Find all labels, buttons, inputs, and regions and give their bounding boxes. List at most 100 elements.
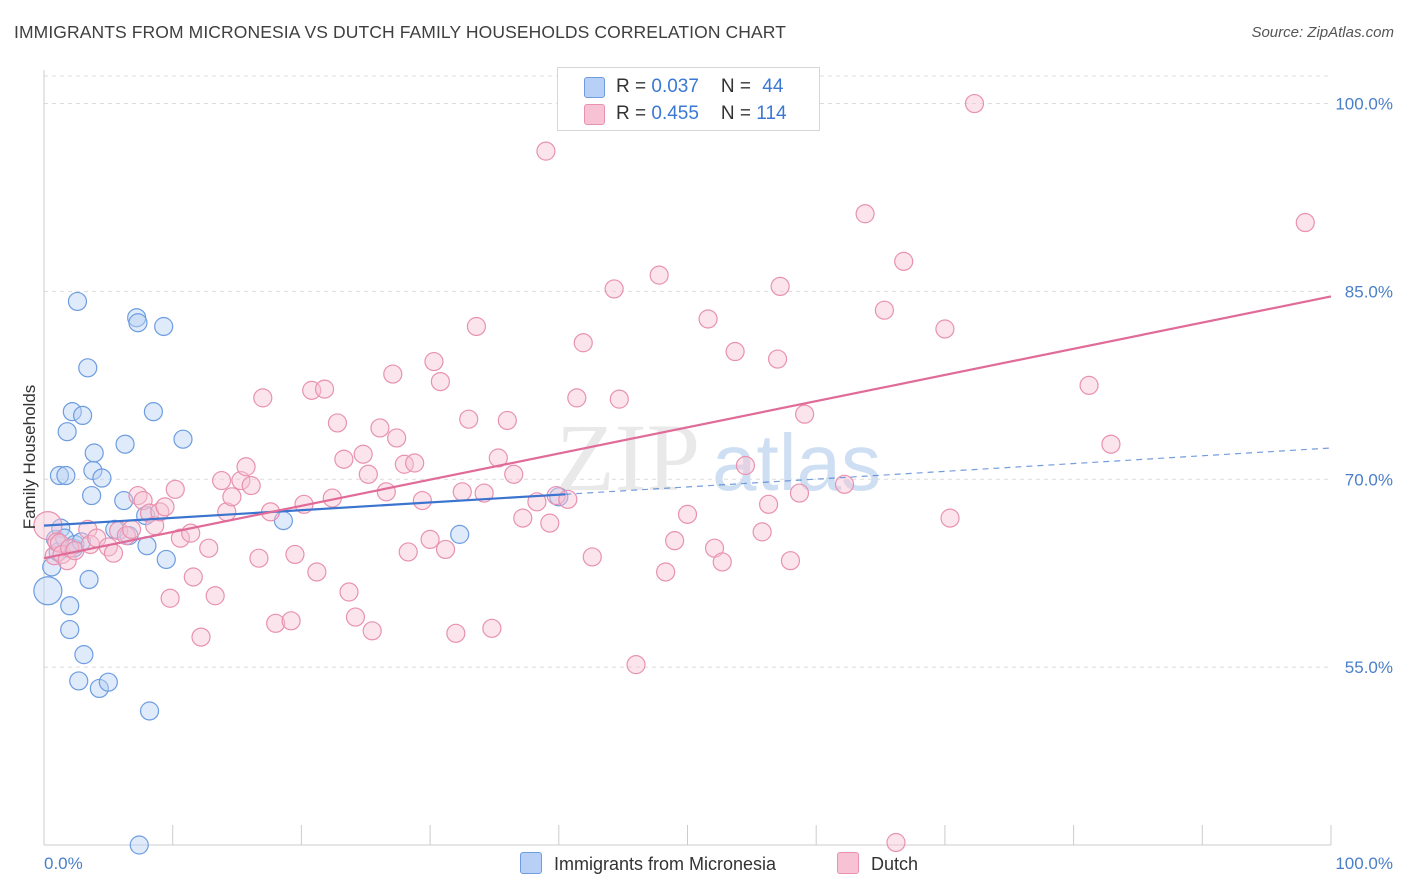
dutch-point [540,513,560,533]
dutch-point [412,490,432,511]
dutch-point [387,428,407,448]
legend-label-dutch: Dutch [871,854,919,874]
dutch-point [497,410,517,431]
dutch-point [353,444,373,464]
dutch-point [327,413,348,433]
stats-legend: R = 0.037 N = 44 R = 0.455 N = 114 [557,67,820,131]
dutch-point [609,389,629,409]
dutch-point [725,341,745,362]
micronesia-point [73,405,93,426]
micronesia-point [56,465,76,486]
micronesia-point [74,645,94,665]
dutch-point [513,508,533,528]
r-value: 0.455 [651,103,699,124]
micronesia-point [98,672,118,692]
dutch-point [656,562,676,582]
watermark-atlas: atlas [712,418,881,507]
micronesia-point [128,313,148,333]
micronesia-point [62,402,82,422]
dutch-point [253,388,273,408]
micronesia-trend-extension [565,447,1332,495]
dutch-point [376,482,396,502]
micronesia-point [57,422,77,442]
dutch-point [420,529,440,550]
dutch-point [567,388,587,408]
dutch-point [886,832,906,853]
micronesia-point [114,490,134,511]
y-tick-label: 100.0% [1335,95,1393,114]
dutch-point [466,316,487,337]
micronesia-point [79,569,99,590]
dutch-point [405,453,425,473]
micronesia-point [33,576,63,606]
dutch-point [307,562,327,582]
dutch-point [855,204,875,224]
dutch-point [236,457,256,477]
dutch-point [57,551,77,571]
dutch-point [474,483,494,503]
dutch-point [183,567,203,587]
dutch-point [780,551,801,571]
dutch-point [285,544,305,565]
dutch-point [665,531,685,551]
n-label: N = [720,103,757,124]
swatch-micronesia [584,77,605,98]
dutch-point [165,479,185,499]
dutch-point [767,349,788,369]
micronesia-point [69,671,89,691]
series-legend: Immigrants from Micronesia Dutch [0,852,1406,878]
trend-lines [43,295,1332,560]
dutch-point [698,309,718,329]
y-axis-label: Family Households [20,385,39,530]
dutch-point [536,141,556,161]
dutch-point [834,474,855,494]
x-axis-ticks [43,825,1332,845]
micronesia-point [67,291,88,312]
dutch-point [795,404,815,424]
dutch-trend-line [43,295,1332,560]
dutch-point [1295,212,1315,233]
dutch-point [281,611,301,631]
dutch-point [940,508,960,528]
dutch-point [1101,434,1121,454]
micronesia-point [450,524,470,544]
micronesia-point [156,549,176,570]
dutch-point [345,607,366,627]
micronesia-point [78,358,98,378]
data-points [33,93,1315,855]
dutch-point [964,93,985,114]
dutch-point [504,464,524,484]
dutch-point [241,475,261,496]
dutch-point [155,497,175,517]
micronesia-point [129,835,149,855]
n-value: 44 [762,76,784,97]
legend-item-micronesia[interactable]: Immigrants from Micronesia [520,852,776,876]
dutch-point [314,379,335,399]
micronesia-point [84,443,104,463]
swatch-dutch [584,104,605,125]
x-tick-label-max: 100.0% [1335,854,1393,873]
dutch-point [894,251,914,271]
chart-title: IMMIGRANTS FROM MICRONESIA VS DUTCH FAMI… [14,22,786,42]
y-tick-label: 85.0% [1345,282,1393,301]
y-tick-label: 55.0% [1345,658,1393,677]
micronesia-point [143,402,163,422]
dutch-point [334,449,354,469]
grid-lines [44,75,1331,668]
dutch-point [199,538,219,558]
dutch-point [452,482,472,502]
r-value: 0.037 [651,76,699,97]
dutch-point [339,582,359,602]
dutch-point [205,586,225,606]
dutch-point [789,483,810,503]
micronesia-point [60,596,80,616]
dutch-point [191,627,211,647]
dutch-point [49,533,70,553]
n-value: 114 [756,103,787,124]
dutch-point [446,623,466,643]
y-axis-tick-labels: 100.0% 85.0% 70.0% 55.0% [1335,95,1393,678]
micronesia-point [92,468,112,488]
dutch-point [430,371,450,392]
chart-source: Source: ZipAtlas.com [1251,24,1394,41]
legend-item-dutch[interactable]: Dutch [837,852,918,876]
